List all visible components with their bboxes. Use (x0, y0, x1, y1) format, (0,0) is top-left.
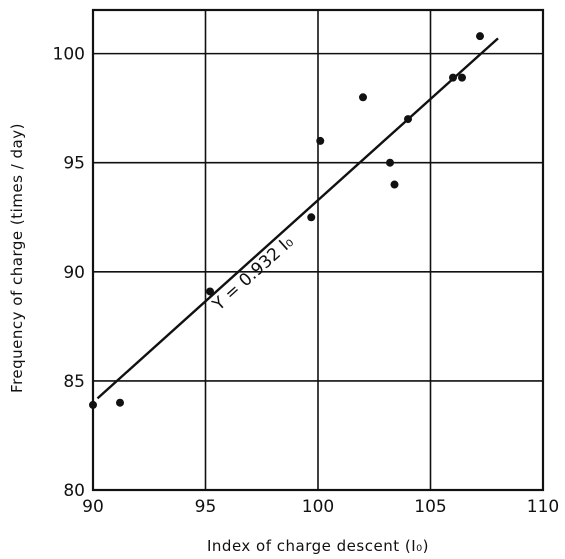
data-point (307, 213, 316, 222)
x-tick-labels: 90 95 100 105 110 (82, 497, 559, 517)
y-tick-label: 85 (63, 372, 85, 392)
regression-line (96, 37, 499, 400)
y-tick-labels: 80 85 90 95 100 (53, 45, 85, 501)
y-axis-label: Frequency of charge (times / day) (8, 123, 26, 393)
x-tick-label: 95 (195, 497, 217, 517)
y-tick-label: 100 (53, 45, 85, 65)
data-point (390, 180, 399, 189)
data-points (89, 32, 484, 409)
x-tick-label: 100 (302, 497, 334, 517)
data-point (359, 93, 367, 102)
plot-frame (91, 8, 545, 492)
data-point (89, 400, 97, 409)
data-point (316, 136, 325, 145)
data-point (458, 73, 466, 82)
x-tick-label: 110 (527, 497, 559, 517)
data-point (476, 32, 484, 41)
x-axis-label: Index of charge descent (I₀) (207, 537, 429, 555)
data-point (449, 73, 457, 82)
data-point (206, 287, 214, 296)
y-tick-label: 80 (63, 481, 85, 501)
data-point (116, 398, 124, 407)
y-tick-label: 90 (63, 263, 85, 283)
data-point (386, 158, 394, 167)
y-tick-label: 95 (63, 154, 85, 174)
data-point (404, 115, 412, 124)
x-tick-label: 90 (82, 497, 104, 517)
x-tick-label: 105 (414, 497, 446, 517)
grid-lines (93, 10, 543, 490)
regression-equation-label: Y = 0.932 I₀ (208, 232, 298, 315)
